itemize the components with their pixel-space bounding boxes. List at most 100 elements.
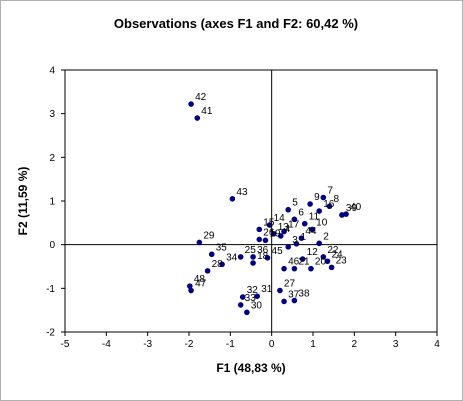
data-point	[281, 265, 287, 272]
x-tick-label: 2	[352, 339, 358, 350]
chart-title: Observations (axes F1 and F2: 60,42 %)	[114, 16, 358, 31]
data-point	[277, 233, 284, 239]
data-point-label: 39	[346, 203, 358, 214]
data-point-label: 33	[245, 293, 257, 304]
y-tick-label: 2	[49, 153, 55, 164]
data-point-label: 43	[236, 187, 248, 198]
data-point	[291, 265, 298, 272]
x-tick-label: -4	[102, 339, 111, 350]
data-point	[239, 294, 246, 300]
data-point	[194, 115, 201, 121]
x-tick-label: 1	[310, 339, 316, 350]
y-tick-label: 3	[49, 109, 55, 120]
data-point	[244, 309, 250, 316]
data-point	[320, 254, 327, 260]
data-point	[262, 237, 269, 244]
data-point	[326, 203, 333, 210]
data-point-label: 20	[315, 257, 327, 268]
data-point	[316, 208, 323, 214]
data-point	[301, 220, 308, 227]
y-tick-label: -1	[46, 284, 55, 295]
data-point-label: 37	[288, 289, 300, 300]
data-point	[324, 258, 331, 265]
y-tick-label: 1	[49, 197, 55, 208]
data-point-label: 12	[307, 247, 319, 258]
data-point	[281, 228, 287, 235]
x-tick-label: 4	[434, 339, 440, 350]
data-point-label: 2	[323, 231, 329, 242]
x-tick-label: -1	[226, 339, 235, 350]
x-tick-label: 0	[269, 339, 275, 350]
x-tick-label: -2	[185, 339, 194, 350]
data-point-label: 6	[298, 207, 304, 218]
x-tick-label: -3	[143, 339, 152, 350]
data-point-label: 19	[269, 228, 281, 239]
data-point-label: 3	[292, 235, 298, 246]
data-point	[270, 230, 277, 237]
data-point	[196, 239, 203, 246]
data-point-label: 42	[195, 92, 207, 103]
data-point-label: 32	[247, 285, 259, 296]
x-axis-title: F1 (48,83 %)	[216, 361, 285, 375]
data-point-label: 9	[314, 192, 320, 203]
data-point-label: 14	[274, 213, 286, 224]
data-point	[299, 256, 306, 262]
data-point	[277, 287, 283, 294]
data-point-label: 46	[288, 257, 300, 268]
data-point-label: 8	[334, 194, 340, 205]
data-point-label: 48	[194, 274, 206, 285]
data-point	[308, 265, 314, 272]
data-point-label: 34	[226, 252, 238, 263]
y-tick-label: 0	[49, 240, 55, 251]
data-point	[291, 297, 298, 304]
data-point	[229, 196, 236, 202]
x-tick-label: -5	[61, 339, 70, 350]
data-point	[237, 254, 244, 260]
data-point-label: 25	[245, 245, 257, 256]
data-point	[250, 260, 256, 266]
data-point	[328, 264, 335, 271]
data-point-label: 28	[212, 259, 224, 270]
data-point-label: 41	[201, 106, 213, 117]
data-point	[285, 206, 292, 213]
data-point-label: 13	[278, 222, 290, 233]
data-point	[291, 216, 298, 223]
data-point-label: 1	[300, 232, 306, 243]
data-point-label: 17	[288, 220, 300, 231]
data-point-label: 47	[195, 279, 207, 290]
data-point	[298, 235, 305, 241]
data-point	[250, 254, 256, 260]
data-point-label: 23	[336, 255, 348, 266]
data-point-label: 36	[257, 245, 269, 256]
x-tick-label: 3	[393, 339, 399, 350]
data-point	[256, 236, 263, 243]
data-point-label: 35	[216, 242, 228, 253]
data-point	[264, 254, 271, 261]
data-point-label: 38	[298, 289, 310, 300]
data-point-label: 30	[251, 300, 263, 311]
data-point	[208, 251, 215, 258]
data-point-label: 26	[263, 227, 275, 238]
data-point-label: 11	[309, 212, 320, 223]
data-point-label: 40	[350, 202, 362, 213]
data-point	[320, 194, 327, 201]
data-point	[309, 226, 315, 233]
y-axis-title: F2 (11,59 %)	[16, 167, 30, 236]
data-point	[187, 283, 193, 289]
data-point-label: 29	[203, 230, 215, 241]
data-point	[307, 201, 313, 207]
data-point	[188, 101, 194, 107]
point-labels-layer: 1 234567891011121314151617181920212223242…	[194, 92, 362, 311]
data-point-label: 45	[272, 246, 284, 257]
data-point	[343, 211, 349, 217]
y-tick-label: -2	[46, 328, 55, 339]
data-point-label: 18	[257, 251, 269, 262]
data-point	[219, 261, 225, 268]
data-point-label: 10	[316, 217, 328, 228]
data-point-label: 16	[323, 199, 335, 210]
data-point-label: 4	[285, 224, 291, 235]
data-point-label: 27	[284, 279, 296, 290]
data-point-label: 31	[261, 284, 273, 295]
